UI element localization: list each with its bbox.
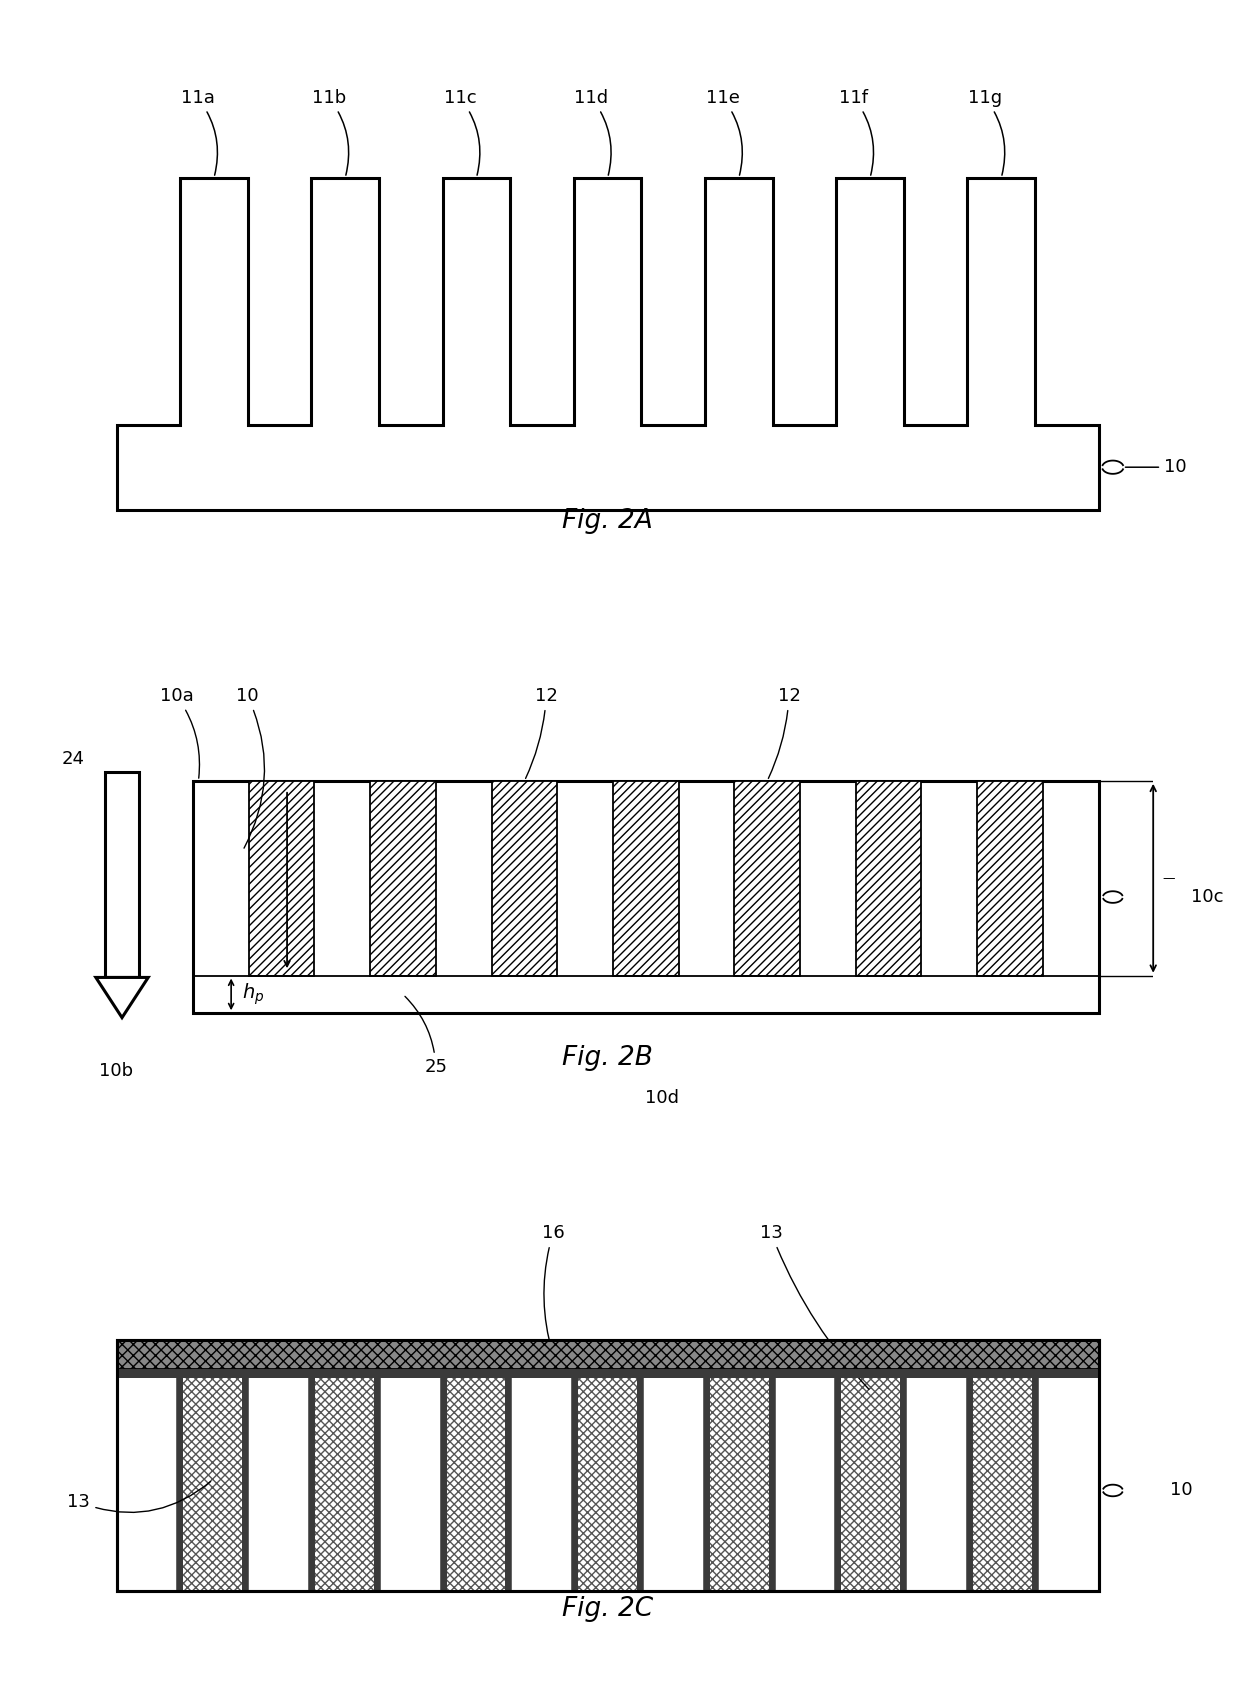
Bar bbox=[856, 781, 921, 976]
Text: 11e: 11e bbox=[706, 88, 743, 174]
Text: 10a: 10a bbox=[160, 688, 200, 778]
Bar bbox=[440, 1369, 511, 1591]
Text: 11f: 11f bbox=[839, 88, 873, 174]
Text: 12: 12 bbox=[769, 688, 801, 779]
Text: 11a: 11a bbox=[181, 88, 217, 174]
Bar bbox=[572, 1369, 578, 1591]
Bar bbox=[967, 1369, 973, 1591]
Text: 10: 10 bbox=[236, 688, 264, 849]
Text: 10: 10 bbox=[1169, 1482, 1192, 1499]
Text: 10b: 10b bbox=[99, 1062, 134, 1081]
Bar bbox=[249, 781, 315, 976]
Text: 16: 16 bbox=[542, 1225, 564, 1352]
Bar bbox=[371, 781, 435, 976]
Text: 25: 25 bbox=[405, 996, 448, 1076]
Bar bbox=[704, 1369, 709, 1591]
Bar bbox=[117, 1340, 1099, 1591]
Text: 11c: 11c bbox=[444, 88, 480, 174]
Bar bbox=[769, 1369, 775, 1591]
Bar bbox=[440, 1369, 446, 1591]
Bar bbox=[836, 1369, 842, 1591]
Bar bbox=[967, 1369, 1038, 1591]
Bar bbox=[117, 1340, 1099, 1369]
Bar bbox=[373, 1369, 379, 1591]
Text: —: — bbox=[1162, 872, 1174, 884]
Text: 24: 24 bbox=[62, 749, 84, 767]
Bar bbox=[309, 1369, 379, 1591]
Bar bbox=[177, 1369, 248, 1591]
Text: 10: 10 bbox=[1126, 457, 1187, 476]
Text: Fig. 2C: Fig. 2C bbox=[562, 1596, 653, 1621]
Bar bbox=[104, 772, 139, 977]
Text: 11b: 11b bbox=[311, 88, 348, 174]
Bar bbox=[900, 1369, 906, 1591]
Bar bbox=[637, 1369, 644, 1591]
Bar bbox=[117, 1369, 1099, 1377]
Bar bbox=[734, 781, 800, 976]
Bar bbox=[193, 781, 1099, 1013]
Bar bbox=[242, 1369, 248, 1591]
Text: 13: 13 bbox=[67, 1482, 211, 1513]
Bar bbox=[977, 781, 1043, 976]
Text: 11d: 11d bbox=[574, 88, 611, 174]
Text: 10c: 10c bbox=[1192, 888, 1224, 906]
Text: 10d: 10d bbox=[645, 1089, 680, 1108]
Bar bbox=[1032, 1369, 1038, 1591]
Bar bbox=[117, 1340, 1099, 1591]
Polygon shape bbox=[117, 178, 1099, 510]
Bar bbox=[177, 1369, 184, 1591]
Bar bbox=[704, 1369, 775, 1591]
Bar bbox=[506, 1369, 511, 1591]
Bar bbox=[309, 1369, 315, 1591]
Text: $h_p$: $h_p$ bbox=[242, 981, 264, 1008]
Polygon shape bbox=[95, 977, 149, 1018]
Bar bbox=[572, 1369, 644, 1591]
Bar bbox=[613, 781, 678, 976]
Text: Fig. 2B: Fig. 2B bbox=[562, 1045, 653, 1071]
Bar bbox=[836, 1369, 906, 1591]
Text: 11g: 11g bbox=[967, 88, 1004, 174]
Text: 12: 12 bbox=[526, 688, 558, 779]
Bar bbox=[491, 781, 557, 976]
Text: 13: 13 bbox=[760, 1225, 869, 1389]
Text: Fig. 2A: Fig. 2A bbox=[562, 508, 653, 534]
